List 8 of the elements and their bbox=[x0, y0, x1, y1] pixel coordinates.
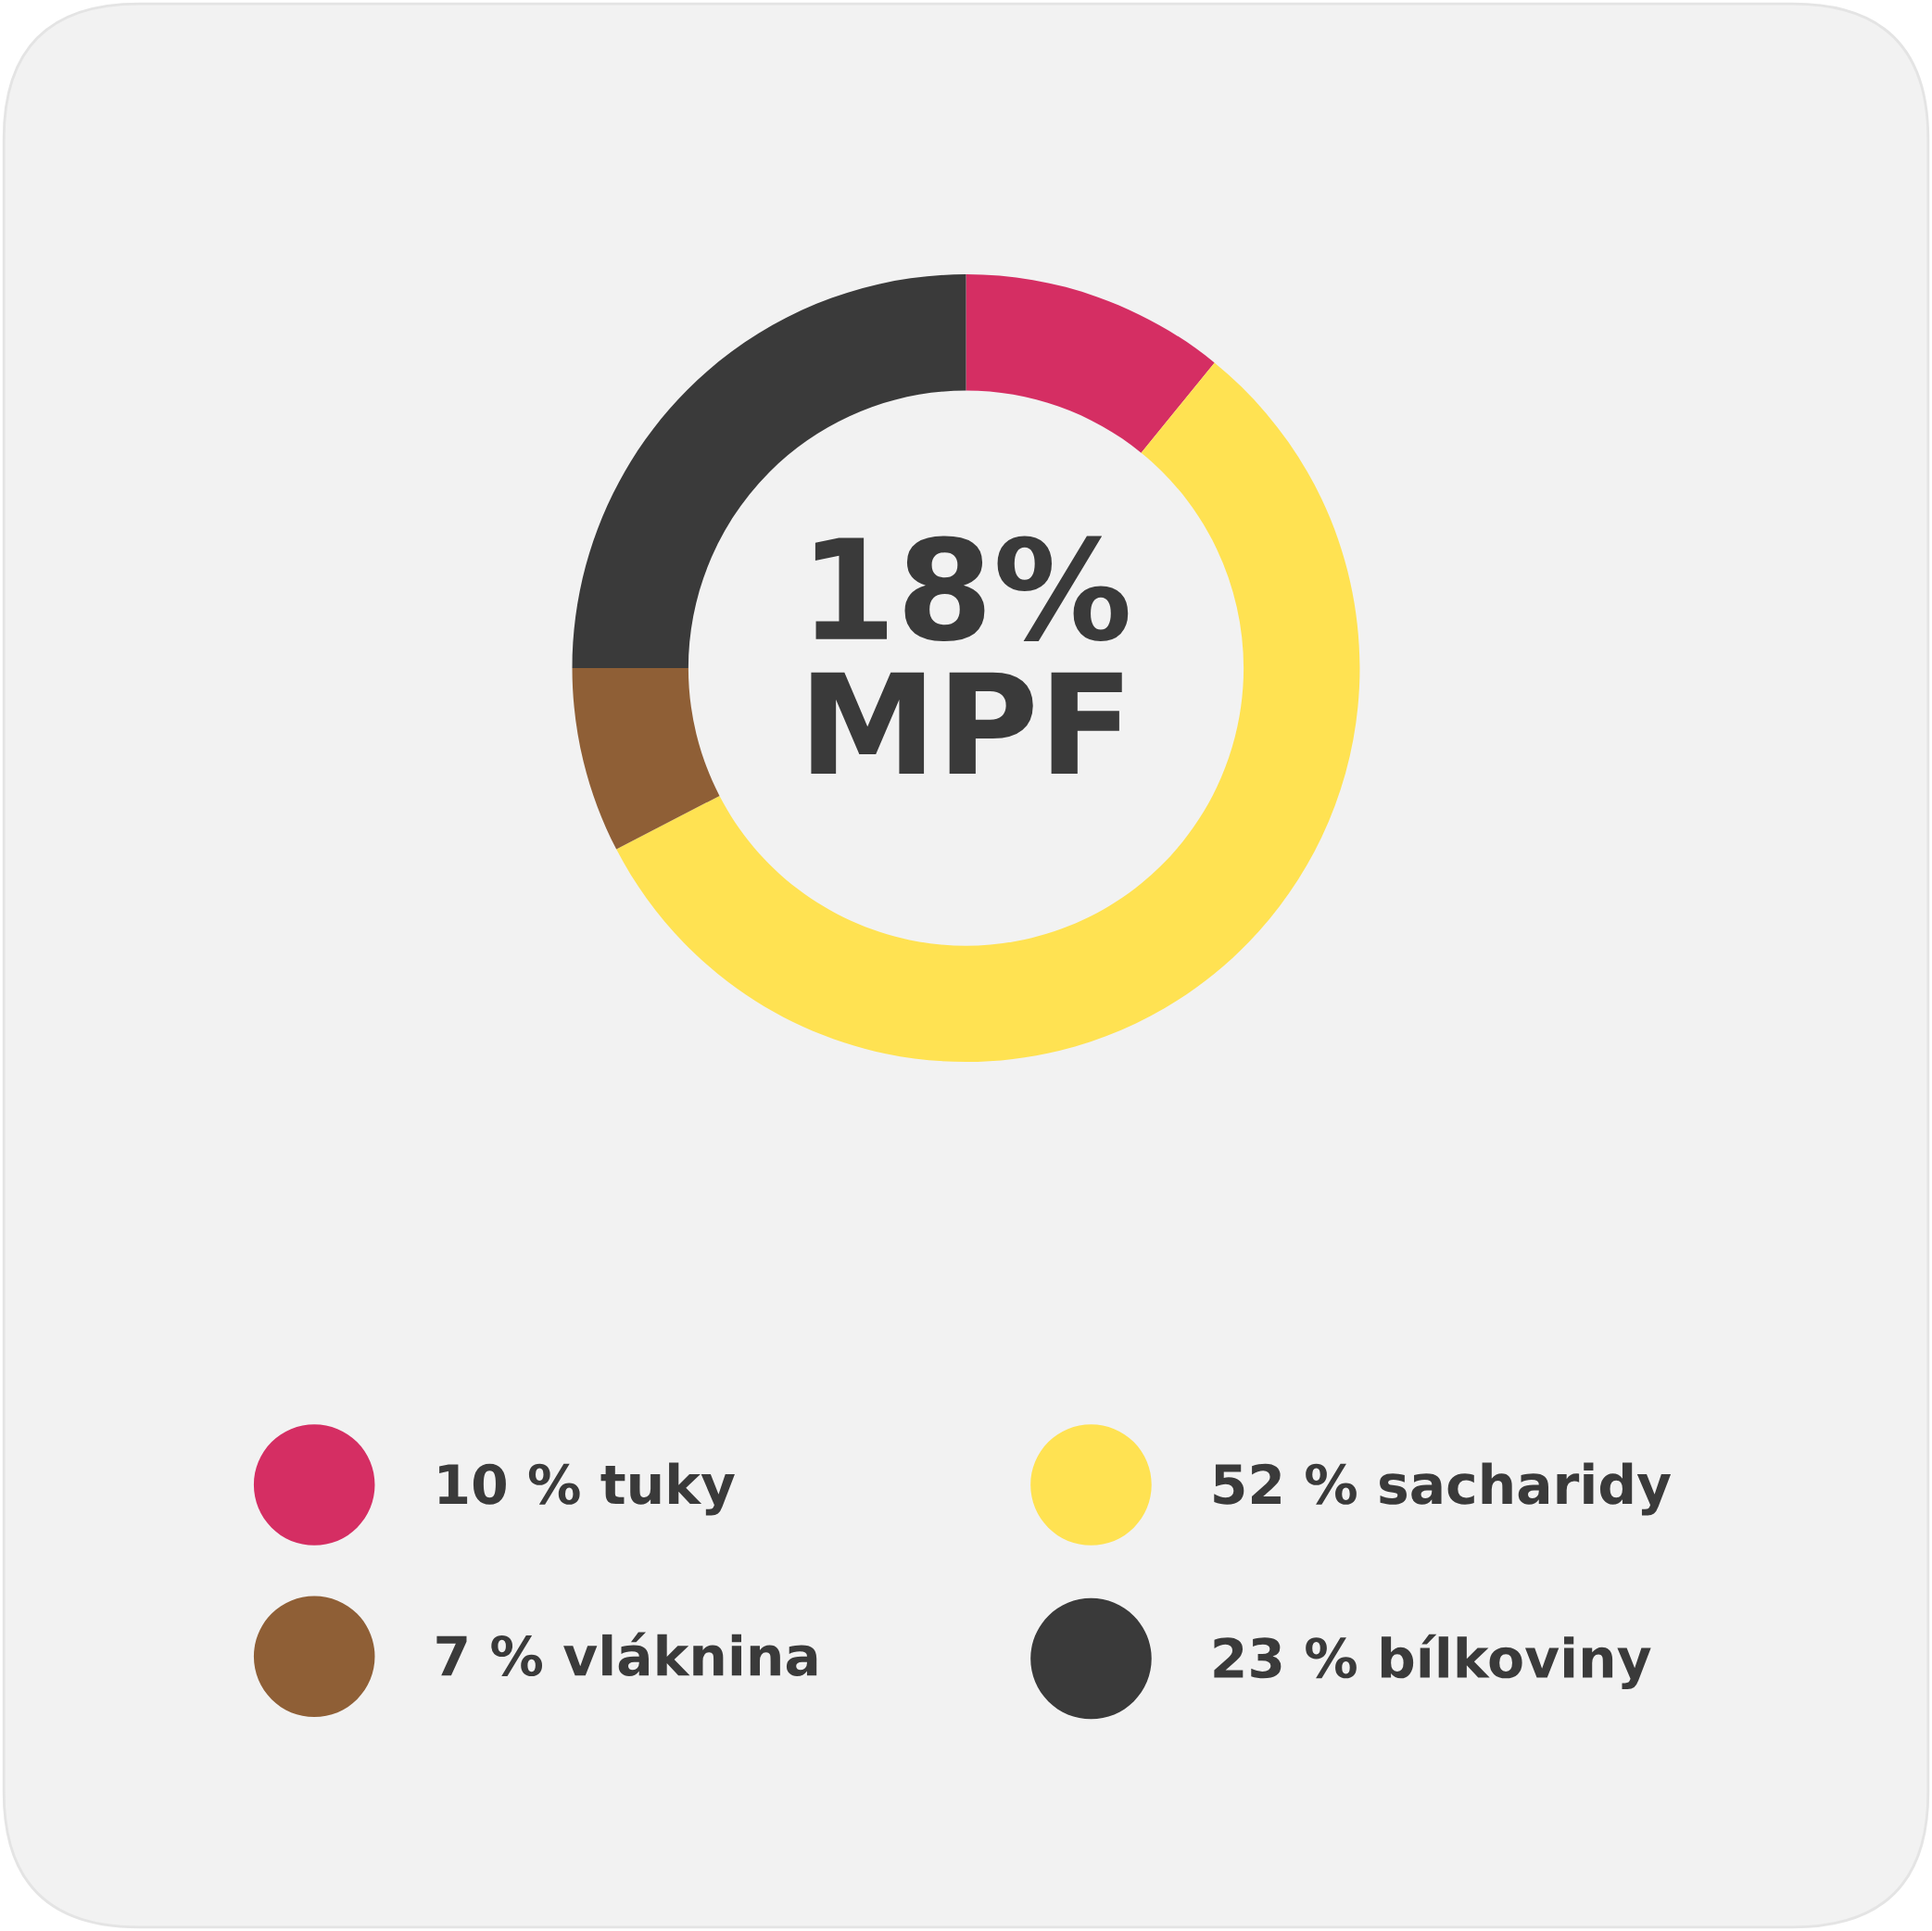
donut-slice bbox=[966, 274, 1215, 453]
legend-label: 23 % bílkoviny bbox=[1214, 1634, 1651, 1690]
legend-label: 7 % vláknina bbox=[436, 1632, 817, 1677]
legend-label: 52 % sacharidy bbox=[1214, 1462, 1672, 1516]
text: 18% MPF bbox=[811, 536, 1129, 775]
donut-slice bbox=[572, 668, 720, 850]
donut-slice bbox=[616, 362, 1360, 1062]
legend-label: 10 % tuky bbox=[439, 1462, 735, 1516]
